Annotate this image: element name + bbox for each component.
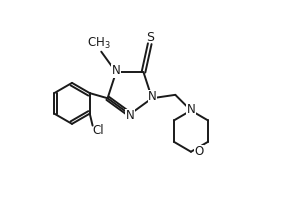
Text: N: N: [187, 103, 196, 116]
Text: O: O: [194, 145, 204, 158]
Text: N: N: [148, 90, 157, 103]
Text: S: S: [147, 31, 155, 44]
Text: N: N: [112, 64, 120, 77]
Text: CH$_3$: CH$_3$: [87, 36, 110, 51]
Text: Cl: Cl: [92, 124, 103, 137]
Text: N: N: [125, 109, 134, 122]
